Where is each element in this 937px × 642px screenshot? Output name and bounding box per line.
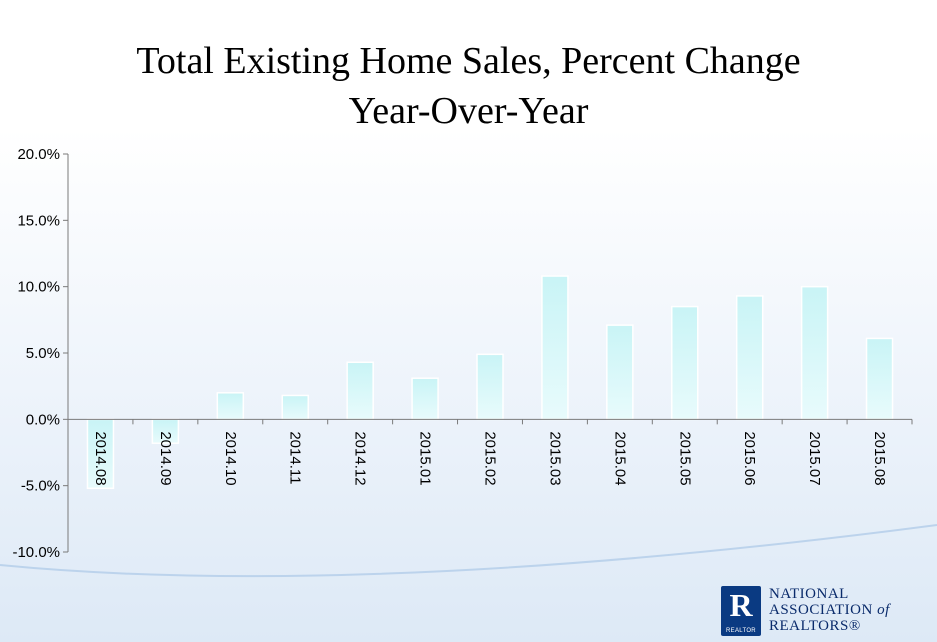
- logo-line-2: ASSOCIATION of: [769, 602, 890, 618]
- x-tick-label: 2015.07: [806, 431, 823, 485]
- bar: [735, 295, 764, 421]
- y-tick-label: -10.0%: [12, 544, 60, 561]
- bar: [346, 361, 374, 421]
- title-line-2: Year-Over-Year: [348, 90, 589, 132]
- x-tick-label: 2014.11: [287, 431, 304, 484]
- y-tick-label: 15.0%: [17, 212, 60, 229]
- logo-wordmark: NATIONAL ASSOCIATION of REALTORS®: [769, 586, 890, 634]
- x-tick-label: 2014.09: [157, 431, 174, 485]
- title-line-1: Total Existing Home Sales, Percent Chang…: [136, 40, 801, 82]
- x-tick-label: 2015.05: [676, 431, 693, 485]
- x-tick-label: 2015.01: [417, 431, 434, 485]
- x-tick-label: 2015.04: [611, 431, 628, 485]
- x-tick-label: 2015.03: [546, 431, 563, 485]
- y-tick-label: 10.0%: [17, 279, 60, 296]
- bar: [671, 305, 699, 421]
- bar: [216, 392, 245, 421]
- chart-title: Total Existing Home Sales, Percent Chang…: [0, 36, 937, 136]
- logo-line-2a: ASSOCIATION: [769, 602, 873, 618]
- bar: [800, 285, 829, 421]
- logo-mark-letter: R: [729, 587, 753, 623]
- bar: [865, 337, 894, 421]
- x-tick-label: 2015.02: [482, 431, 499, 485]
- realtor-r-icon: R REALTOR: [721, 586, 761, 636]
- y-tick-label: 0.0%: [26, 411, 60, 428]
- bar: [281, 394, 309, 421]
- nar-logo: R REALTOR NATIONAL ASSOCIATION of REALTO…: [721, 586, 931, 638]
- x-tick-label: 2014.08: [92, 431, 109, 485]
- bar: [541, 275, 569, 421]
- x-tick-label: 2015.06: [741, 431, 758, 485]
- y-tick-label: -5.0%: [21, 478, 60, 495]
- bar: [606, 324, 634, 421]
- x-tick-label: 2014.12: [352, 431, 369, 485]
- y-tick-label: 5.0%: [26, 345, 60, 362]
- bar: [86, 418, 115, 490]
- bar: [476, 353, 504, 421]
- logo-line-3: REALTORS®: [769, 618, 861, 634]
- bar: [411, 377, 439, 421]
- logo-line-1: NATIONAL: [769, 586, 849, 602]
- x-tick-label: 2015.08: [871, 431, 888, 485]
- y-tick-label: 20.0%: [17, 146, 60, 163]
- logo-mark-caption: REALTOR: [726, 628, 756, 634]
- logo-line-2b: of: [877, 602, 890, 618]
- decorative-swoosh: [0, 524, 937, 578]
- x-tick-label: 2014.10: [222, 431, 239, 485]
